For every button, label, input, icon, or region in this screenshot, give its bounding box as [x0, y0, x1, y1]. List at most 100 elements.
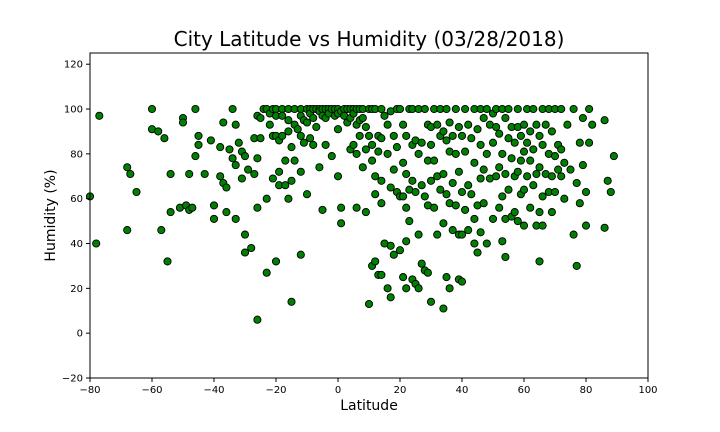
data-point — [538, 192, 547, 201]
data-point — [383, 149, 392, 158]
y-tick-label: −20 — [62, 374, 83, 385]
data-point — [442, 136, 451, 145]
y-tick-label: 80 — [70, 149, 83, 160]
data-point — [402, 131, 411, 140]
data-point — [284, 194, 293, 203]
data-point — [368, 140, 377, 149]
data-point — [504, 185, 513, 194]
data-point — [572, 178, 581, 188]
data-point — [302, 118, 312, 127]
data-point — [476, 140, 485, 149]
data-point — [281, 181, 290, 190]
data-point — [526, 127, 535, 136]
data-point — [377, 104, 386, 114]
data-point — [411, 187, 420, 197]
data-point — [284, 127, 293, 136]
data-point — [600, 223, 609, 232]
data-point — [513, 104, 522, 114]
data-point — [575, 138, 584, 147]
data-point — [479, 165, 488, 174]
x-tick-label: 20 — [394, 385, 407, 396]
data-point — [228, 104, 237, 114]
data-point — [240, 248, 250, 257]
data-point — [265, 120, 274, 129]
data-point — [498, 149, 507, 158]
data-point — [476, 228, 485, 237]
data-point — [377, 199, 386, 208]
data-point — [222, 208, 231, 217]
data-point — [361, 208, 370, 217]
data-point — [482, 104, 491, 114]
data-point — [371, 172, 380, 181]
data-point — [222, 183, 231, 192]
data-point — [609, 152, 618, 161]
data-point — [147, 104, 157, 114]
data-point — [464, 120, 473, 129]
data-point — [166, 169, 175, 179]
data-point — [386, 241, 395, 250]
data-point — [337, 203, 346, 212]
data-point — [262, 268, 271, 277]
data-point — [581, 187, 591, 197]
data-point — [386, 293, 395, 302]
data-point — [361, 122, 370, 132]
data-point — [191, 152, 200, 161]
data-point — [470, 158, 479, 167]
data-point — [578, 113, 587, 123]
data-point — [498, 192, 507, 201]
data-point — [371, 190, 380, 199]
data-point — [448, 226, 457, 235]
data-point — [253, 154, 262, 163]
data-point — [399, 120, 408, 129]
data-point — [603, 176, 612, 185]
data-point — [287, 297, 296, 306]
data-point — [231, 161, 240, 170]
data-point — [380, 111, 389, 120]
data-point — [349, 140, 358, 149]
data-point — [417, 259, 426, 268]
data-point — [364, 299, 374, 309]
data-point — [526, 203, 535, 212]
data-point — [275, 167, 284, 176]
x-tick-label: −60 — [141, 385, 162, 396]
data-point — [92, 239, 101, 248]
data-point — [361, 145, 370, 154]
data-point — [290, 156, 299, 165]
data-point — [358, 113, 367, 123]
data-point — [461, 147, 470, 156]
y-axis-label: Humidity (%) — [43, 169, 59, 261]
data-point — [457, 277, 467, 286]
data-point — [132, 187, 141, 197]
data-point — [399, 273, 408, 282]
data-point — [284, 116, 293, 125]
data-point — [606, 187, 615, 197]
data-point — [464, 226, 473, 235]
data-point — [402, 203, 411, 212]
data-point — [287, 176, 296, 185]
data-point — [529, 181, 538, 190]
data-point — [510, 138, 519, 147]
data-point — [250, 169, 259, 179]
data-point — [560, 158, 569, 167]
data-point — [448, 178, 457, 188]
data-point — [467, 190, 476, 199]
data-point — [572, 261, 581, 270]
data-point — [457, 187, 467, 197]
data-point — [166, 208, 175, 217]
data-point — [513, 217, 522, 226]
data-point — [312, 122, 321, 132]
y-tick-label: 0 — [77, 329, 83, 340]
data-point — [569, 104, 578, 114]
data-point — [225, 145, 234, 154]
data-point — [420, 192, 429, 201]
data-point — [318, 205, 327, 214]
data-point — [488, 214, 498, 223]
data-point — [309, 140, 318, 149]
data-point — [364, 131, 374, 140]
plot-frame — [89, 52, 649, 379]
data-point — [414, 230, 423, 239]
data-point — [188, 203, 197, 212]
x-tick-label: 60 — [518, 385, 531, 396]
data-point — [588, 120, 597, 129]
